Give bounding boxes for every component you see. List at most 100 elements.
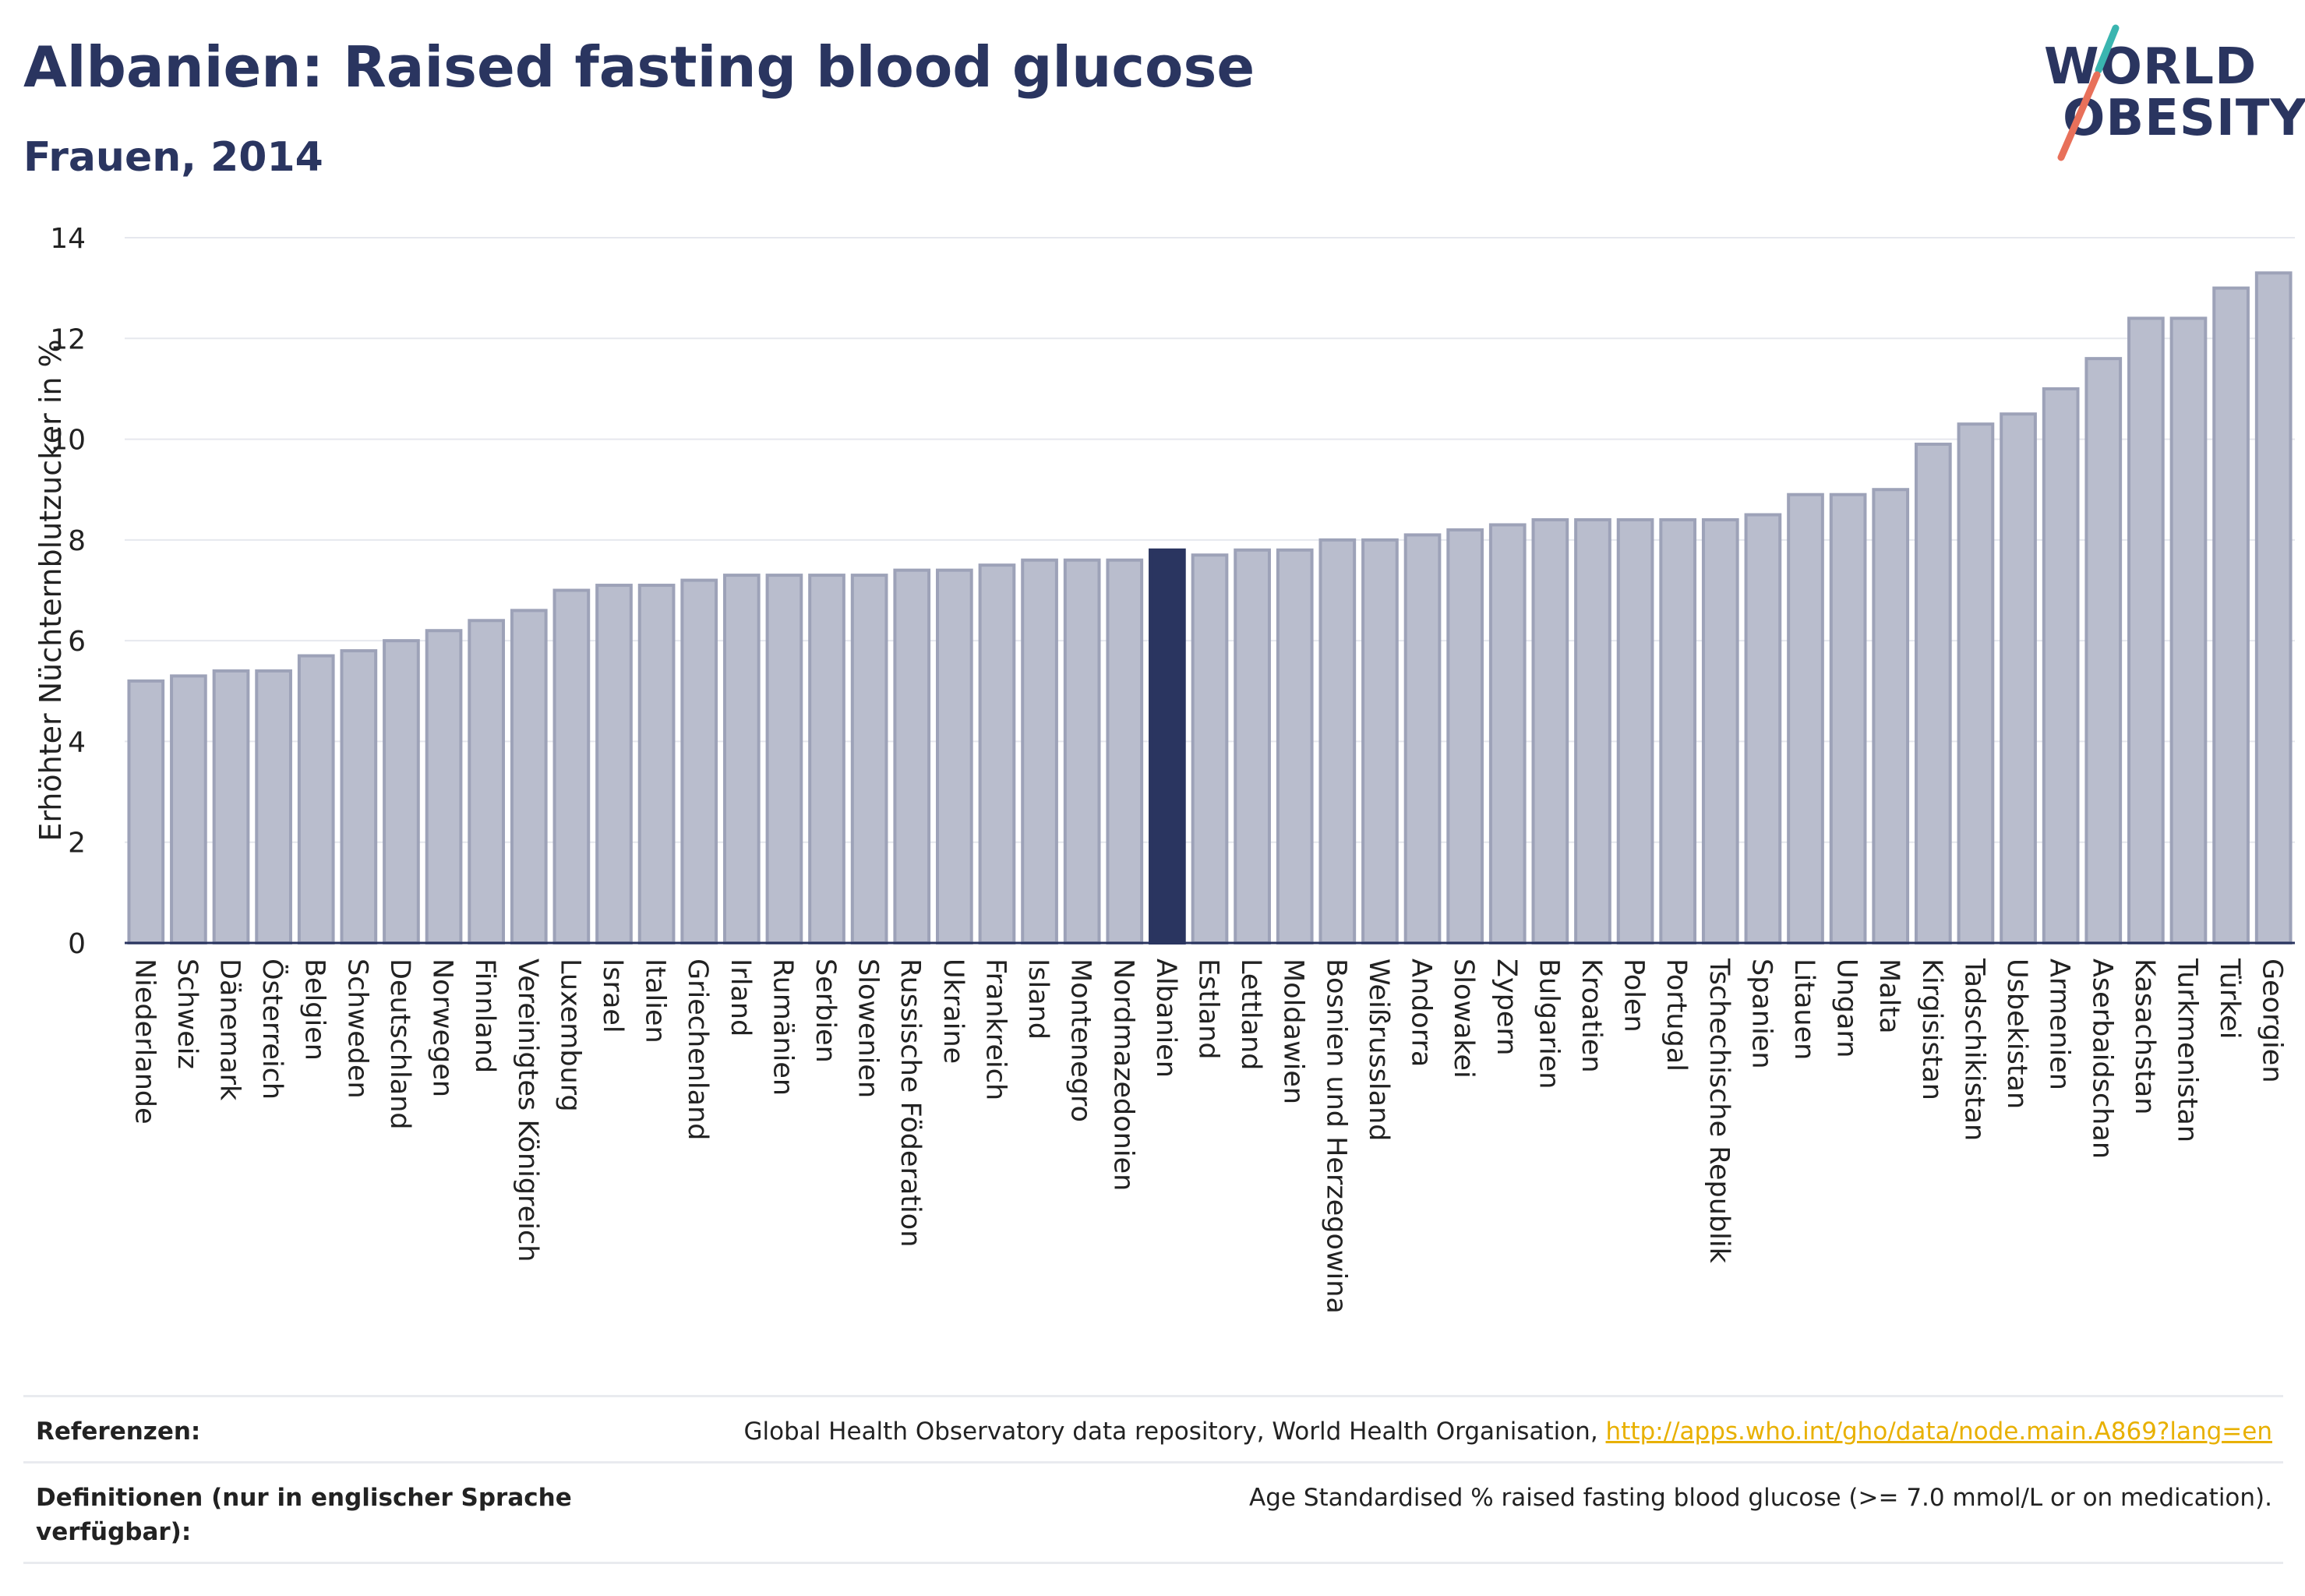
x-tick-label: Polen xyxy=(1618,959,1650,1033)
x-tick-label: Turkmenistan xyxy=(2171,958,2202,1142)
x-tick-label: Türkei xyxy=(2214,958,2245,1039)
y-axis-label: Erhöhter Nüchternblutzucker in % xyxy=(34,339,68,841)
bar xyxy=(1914,443,1952,945)
logo-slash-icon xyxy=(2057,24,2120,161)
x-tick-label: Kasachstan xyxy=(2129,959,2160,1114)
x-tick-label: Slowakei xyxy=(1448,959,1479,1079)
bar xyxy=(340,649,378,945)
y-tick-label: 0 xyxy=(68,928,86,960)
x-tick-label: Aserbaidschan xyxy=(2086,959,2117,1159)
bar xyxy=(510,609,548,945)
y-tick-label: 6 xyxy=(68,626,86,658)
x-tick-label: Rumänien xyxy=(767,959,798,1096)
x-tick-label: Tadschikistan xyxy=(1958,958,1989,1141)
bar xyxy=(595,584,633,945)
bar xyxy=(212,669,250,945)
x-tick-label: Luxemburg xyxy=(554,959,585,1112)
x-tick-label: Nordmazedonien xyxy=(1107,959,1138,1191)
y-tick-label: 10 xyxy=(50,425,86,457)
x-tick-label: Vereinigtes Königreich xyxy=(512,959,543,1262)
bar xyxy=(1021,558,1058,945)
bar xyxy=(425,629,463,945)
x-tick-label: Belgien xyxy=(299,959,330,1061)
world-obesity-logo: WORLD OBESITY xyxy=(2038,23,2305,168)
references-text: Global Health Observatory data repositor… xyxy=(743,1418,1606,1446)
bar xyxy=(1403,533,1442,945)
bar xyxy=(2127,316,2165,945)
bar xyxy=(297,654,335,945)
page-subtitle: Frauen, 2014 xyxy=(23,134,323,181)
x-tick-label: Russische Föderation xyxy=(895,959,926,1247)
bar xyxy=(936,568,973,945)
x-tick-label: Andorra xyxy=(1406,959,1437,1067)
x-tick-label: Schweiz xyxy=(171,959,203,1069)
x-tick-label: Griechenland xyxy=(682,959,713,1140)
bar xyxy=(1318,538,1357,945)
bar xyxy=(1234,548,1271,945)
x-tick-label: Kroatien xyxy=(1576,959,1607,1073)
logo-line-1: WORLD xyxy=(2044,38,2257,96)
bar xyxy=(1361,538,1399,945)
bar xyxy=(127,679,165,945)
bar xyxy=(468,619,506,945)
page-title: Albanien: Raised fasting blood glucose xyxy=(23,34,1255,100)
bar xyxy=(1701,518,1739,945)
y-tick-label: 8 xyxy=(68,525,86,557)
x-tick-label: Georgien xyxy=(2257,959,2288,1083)
bar xyxy=(2000,412,2037,945)
bar xyxy=(1957,422,1995,945)
bar xyxy=(2042,387,2080,945)
x-tick-label: Moldawien xyxy=(1278,959,1309,1104)
bar xyxy=(1787,493,1824,945)
references-link[interactable]: http://apps.who.int/gho/data/node.main.A… xyxy=(1605,1418,2272,1446)
bar xyxy=(765,574,803,945)
logo-line-2: OBESITY xyxy=(2063,90,2305,147)
bar xyxy=(1446,528,1484,945)
bar xyxy=(170,674,207,945)
x-tick-label: Litauen xyxy=(1788,959,1820,1060)
bar xyxy=(1872,488,1910,945)
x-tick-label: Deutschland xyxy=(384,959,415,1130)
x-tick-label: Malta xyxy=(1873,959,1904,1034)
bar xyxy=(1531,518,1569,945)
y-tick-label: 14 xyxy=(50,223,86,255)
x-tick-label: Ukraine xyxy=(937,959,969,1064)
x-tick-label: Ungarn xyxy=(1831,959,1862,1058)
bar xyxy=(552,588,591,945)
x-tick-label: Montenegro xyxy=(1065,959,1096,1122)
x-tick-label: Frankreich xyxy=(980,959,1011,1100)
bar-chart: 0 2 4 6 8 10 12 14 Erhöhter Nüchternblutzucker i… xyxy=(34,223,2295,1314)
footer-table: Referenzen: Global Health Observatory da… xyxy=(23,1395,2283,1564)
x-tick-label: Lettland xyxy=(1235,959,1266,1070)
bar xyxy=(1744,513,1782,945)
x-tick-label: Zypern xyxy=(1491,959,1522,1055)
x-tick-label: Bosnien und Herzegowina xyxy=(1320,959,1351,1314)
bar xyxy=(850,574,888,945)
bar xyxy=(1106,558,1144,945)
bar xyxy=(680,578,718,945)
x-tick-label: Estland xyxy=(1193,959,1224,1060)
x-tick-label: Serbien xyxy=(810,959,841,1063)
x-tick-label: Armenien xyxy=(2044,959,2075,1090)
x-tick-label: Bulgarien xyxy=(1533,959,1564,1089)
x-tick-label: Island xyxy=(1022,959,1054,1040)
definitions-value: Age Standardised % raised fasting blood … xyxy=(1249,1484,2272,1512)
x-tick-label: Albanien xyxy=(1150,959,1181,1078)
bar xyxy=(893,568,931,945)
bar xyxy=(1063,558,1101,945)
bar xyxy=(2212,286,2250,945)
x-tick-label: Österreich xyxy=(256,959,289,1100)
bar xyxy=(722,574,761,945)
x-tick-label: Schweden xyxy=(341,959,372,1099)
y-tick-label: 2 xyxy=(68,828,86,860)
bar xyxy=(978,563,1016,945)
x-tick-label: Kirgisistan xyxy=(1916,959,1947,1100)
definitions-row: Definitionen (nur in englischer Sprache … xyxy=(23,1461,2283,1564)
references-value: Global Health Observatory data repositor… xyxy=(743,1414,2272,1449)
x-tick-label: Italien xyxy=(640,959,671,1043)
definitions-label: Definitionen (nur in englischer Sprache … xyxy=(36,1484,572,1546)
bar xyxy=(2254,271,2293,945)
bar xyxy=(1616,518,1654,945)
x-tick-label: Israel xyxy=(597,959,628,1033)
x-tick-label: Finnland xyxy=(469,959,500,1073)
